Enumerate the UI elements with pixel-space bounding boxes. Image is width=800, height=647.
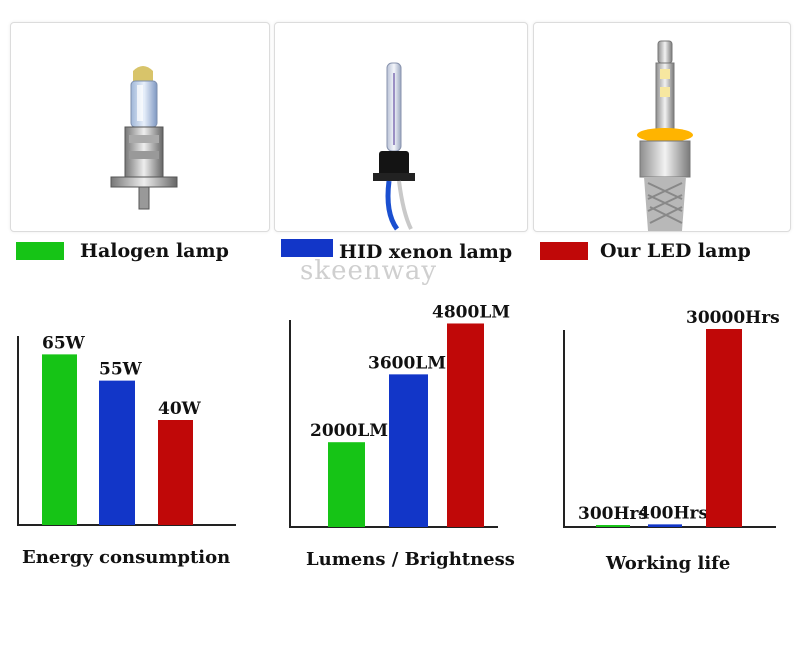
data-label-energy-2: 40W	[158, 399, 202, 419]
bar-energy-2	[158, 420, 193, 525]
axis-lumens	[289, 320, 498, 528]
bar-life-0	[596, 525, 630, 527]
legend-swatch-blue	[281, 239, 333, 257]
legend-label: HID xenon lamp	[339, 241, 513, 263]
bar-energy-0	[42, 354, 77, 525]
led-bulb-photo	[533, 22, 791, 232]
data-label-lumens-1: 3600LM	[368, 353, 446, 373]
bar-lumens-1	[389, 374, 428, 527]
data-label-energy-0: 65W	[42, 333, 86, 353]
axis-life	[563, 330, 776, 528]
hid-xenon-bulb-icon	[373, 62, 415, 231]
halogen-bulb-icon	[110, 66, 178, 210]
bar-energy-1	[99, 380, 135, 525]
data-label-life-1: 400Hrs	[638, 503, 708, 523]
hid-bulb-photo	[274, 22, 528, 232]
halogen-bulb-photo	[10, 22, 270, 232]
data-label-lumens-0: 2000LM	[310, 421, 388, 441]
bar-lumens-0	[328, 442, 365, 527]
chart-caption-energy: Energy consumption	[22, 547, 231, 568]
led-bulb-icon	[637, 40, 693, 231]
data-label-life-2: 30000Hrs	[686, 308, 780, 328]
legend-swatch-green	[16, 242, 64, 260]
legend-label: Halogen lamp	[80, 240, 229, 262]
chart-caption-life: Working life	[606, 553, 731, 574]
data-label-lumens-2: 4800LM	[432, 302, 510, 322]
legend-swatch-red	[540, 242, 588, 260]
data-label-energy-1: 55W	[99, 360, 143, 380]
data-label-life-0: 300Hrs	[578, 504, 648, 524]
bar-lumens-2	[447, 323, 484, 527]
legend-label: Our LED lamp	[600, 240, 751, 262]
watermark: skeenway	[300, 256, 438, 286]
bar-life-1	[648, 524, 682, 527]
bar-life-2	[706, 329, 742, 527]
chart-caption-lumens: Lumens / Brightness	[306, 549, 515, 570]
